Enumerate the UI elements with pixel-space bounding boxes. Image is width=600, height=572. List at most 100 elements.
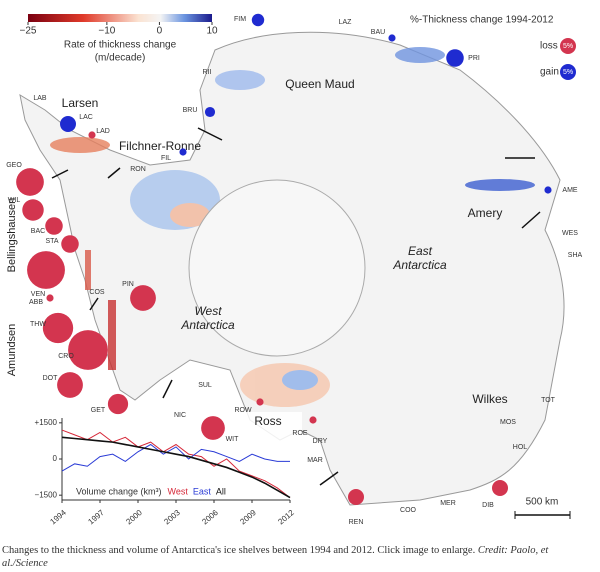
shelf-label: LAD (96, 128, 110, 135)
region-label: East Antarctica (392, 244, 447, 272)
shelf-change (492, 480, 508, 496)
region-label: Larsen (62, 96, 99, 110)
y-tick-label: +1500 (35, 418, 58, 427)
shelf-label: WIT (226, 436, 240, 443)
y-axis-label: Volume change (km³) (76, 486, 162, 496)
shelf-label: HOL (513, 444, 528, 451)
colorbar-title: Rate of thickness change (64, 40, 177, 51)
y-tick-label: −1500 (35, 490, 58, 499)
colorbar-tick-label: 0 (157, 26, 163, 37)
scale-bar-label: 500 km (526, 497, 559, 508)
shelf-change (42, 312, 74, 344)
shelf-label: MER (440, 500, 456, 507)
region-label: Bellingshausen (6, 198, 18, 273)
shelf-label: GEO (6, 162, 22, 169)
series-line (61, 443, 290, 472)
shelf-label: WIL (8, 197, 21, 204)
caption-text: Changes to the thickness and volume of A… (2, 545, 476, 556)
shelf-change (88, 131, 96, 139)
shelf-label: BRU (183, 107, 198, 114)
shelf-change (388, 34, 396, 42)
shelf-patches (50, 47, 535, 407)
shelf-label: CRO (58, 353, 74, 360)
shelf-label: BAU (371, 29, 385, 36)
shelf-change (204, 106, 216, 118)
shelf-change (201, 416, 225, 440)
series-line (61, 436, 291, 499)
shelf-label: DIB (482, 502, 494, 509)
series-line (61, 429, 291, 498)
shelf-label: MAR (307, 457, 323, 464)
shelf-label: RON (130, 166, 146, 173)
legend-title: %-Thickness change 1994-2012 (410, 15, 554, 26)
shelf-label: LAB (33, 95, 47, 102)
shelf-label: BAC (31, 228, 45, 235)
region-label: West Antarctica (180, 304, 235, 332)
caption: Changes to the thickness and volume of A… (2, 544, 592, 570)
shelf-label: THW (30, 321, 46, 328)
region-label: Queen Maud (285, 77, 354, 91)
shelf-label: COO (400, 507, 417, 514)
shelf-label: PIN (122, 281, 134, 288)
shelf-label: WES (562, 230, 578, 237)
shelf-label: AME (562, 187, 578, 194)
shelf-change (179, 148, 187, 156)
shelf-change (46, 294, 54, 302)
legend-label: gain (540, 67, 559, 78)
shelf-label: LAZ (339, 19, 353, 26)
shelf-label: ROW (234, 407, 252, 414)
legend-value: 5% (563, 43, 573, 50)
inset-bg (40, 412, 302, 530)
shelf-change (45, 217, 63, 235)
colorbar-tick-label: −10 (98, 26, 115, 37)
shelf-label: PRI (468, 55, 480, 62)
boundaries (51, 127, 541, 486)
region-label: Amery (468, 206, 503, 220)
shelf-label: LAC (79, 114, 93, 121)
shelf-label: VEN (31, 291, 45, 298)
shelf-label: STA (45, 238, 58, 245)
shelf-label: DOT (43, 375, 59, 382)
figure: −25 −10 0 10 Rate of thickness change (m/deca… (5, 13, 583, 530)
shelf-change (27, 251, 65, 289)
legend-value: 5% (563, 69, 573, 76)
shelf-label: REN (349, 519, 364, 526)
colorbar (28, 14, 212, 22)
shelf-label: FIL (161, 155, 171, 162)
legend-circle (560, 64, 576, 80)
shelf-change (130, 285, 156, 311)
shelf-change (60, 116, 76, 132)
shelf-change (61, 235, 79, 253)
legend-circle (560, 38, 576, 54)
shelf-label: NIC (174, 412, 186, 419)
pole-hole (188, 179, 366, 357)
y-tick-label: 0 (53, 454, 58, 463)
shelf-label: DRY (313, 438, 328, 445)
shelf-label: FIM (234, 16, 246, 23)
shelf-label: ROE (292, 430, 308, 437)
legend-entry: West (168, 486, 189, 496)
region-label: Ross (254, 414, 281, 428)
colorbar-unit: (m/decade) (95, 53, 146, 64)
shelf-change (16, 168, 44, 196)
shelf-label: TOT (541, 397, 556, 404)
shelf-label: SHA (568, 252, 583, 259)
colorbar-tick-label: −25 (20, 26, 37, 37)
legend-entry: East (193, 486, 212, 496)
caption-credit: Credit: Paolo, et al./Science (2, 545, 549, 569)
shelf-change (68, 330, 108, 370)
shelf-change (446, 49, 464, 67)
shelf-change (348, 489, 364, 505)
legend-entry: All (216, 486, 226, 496)
shelf-change (309, 416, 317, 424)
shelf-change (57, 372, 83, 398)
region-label: Wilkes (472, 392, 507, 406)
shelf-change (251, 13, 265, 27)
shelf-change (22, 199, 44, 221)
shelf-label: ABB (29, 299, 43, 306)
shelf-label: MOS (500, 419, 516, 426)
region-label: Amundsen (6, 324, 18, 377)
shelf-change (544, 186, 552, 194)
legend-label: loss (540, 41, 558, 52)
